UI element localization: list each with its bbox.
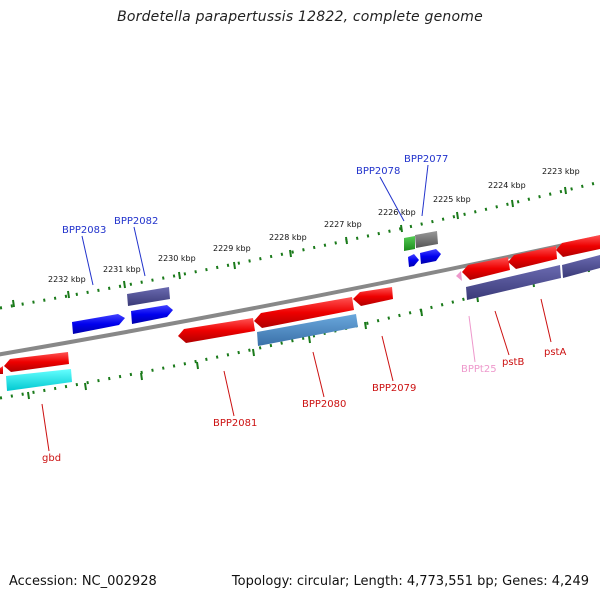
tick-label: 2232 kbp <box>48 275 86 284</box>
feature-gbd-product[interactable] <box>6 369 72 391</box>
tick-label: 2223 kbp <box>542 167 580 176</box>
gene-bpp2077[interactable] <box>420 249 441 264</box>
trna-bppt25[interactable] <box>456 271 462 281</box>
label-bpp2080: BPP2080 <box>302 399 346 410</box>
tick-label: 2225 kbp <box>433 195 471 204</box>
label-bpp2083: BPP2083 <box>62 225 106 236</box>
feature-bpp2082-product[interactable] <box>127 287 170 306</box>
accession-text: Accession: NC_002928 <box>9 574 157 589</box>
inner-major-ticks <box>27 264 590 400</box>
gene-bpp2079[interactable] <box>353 287 393 306</box>
leader-lines <box>41 164 552 452</box>
tick-label: 2228 kbp <box>269 233 307 242</box>
label-bpp2082: BPP2082 <box>114 216 158 227</box>
gene-bpp2081[interactable] <box>178 318 255 343</box>
feature-bpp2078-green[interactable] <box>404 236 415 251</box>
map-title: Bordetella parapertussis 12822, complete… <box>117 9 483 25</box>
gene-psta[interactable] <box>508 246 557 269</box>
gene-gbd-left-fragment[interactable] <box>0 366 3 374</box>
tick-label: 2230 kbp <box>158 254 196 263</box>
label-bpp2078: BPP2078 <box>356 166 400 177</box>
tick-label: 2231 kbp <box>103 265 141 274</box>
label-psta: pstA <box>544 347 566 358</box>
outer-major-ticks <box>12 186 567 308</box>
feature-bpp2080-product[interactable] <box>257 314 358 346</box>
tick-label: 2226 kbp <box>378 208 416 217</box>
gene-bpp2082[interactable] <box>131 305 173 324</box>
tick-label: 2229 kbp <box>213 244 251 253</box>
feature-pst-product[interactable] <box>466 265 561 300</box>
gene-pstb[interactable] <box>462 257 510 280</box>
label-bpp2079: BPP2079 <box>372 383 416 394</box>
tick-label: 2227 kbp <box>324 220 362 229</box>
gene-right-edge[interactable] <box>556 235 600 257</box>
gene-bpp2080[interactable] <box>254 297 354 328</box>
reverse-strand-features <box>0 235 600 391</box>
feature-bpp2077-grey[interactable] <box>415 231 438 248</box>
feature-pst-product-right[interactable] <box>562 255 600 278</box>
label-bpp2081: BPP2081 <box>213 418 257 429</box>
gene-bpp2078[interactable] <box>408 254 419 267</box>
gene-gbd[interactable] <box>4 352 69 372</box>
tick-label: 2224 kbp <box>488 181 526 190</box>
label-bppt25: BPPt25 <box>461 364 497 375</box>
forward-strand-features <box>72 231 441 334</box>
topology-text: Topology: circular; Length: 4,773,551 bp… <box>231 574 589 589</box>
label-gbd: gbd <box>42 453 61 464</box>
label-bpp2077: BPP2077 <box>404 154 448 165</box>
label-pstb: pstB <box>502 357 524 368</box>
gene-bpp2083[interactable] <box>72 314 125 334</box>
